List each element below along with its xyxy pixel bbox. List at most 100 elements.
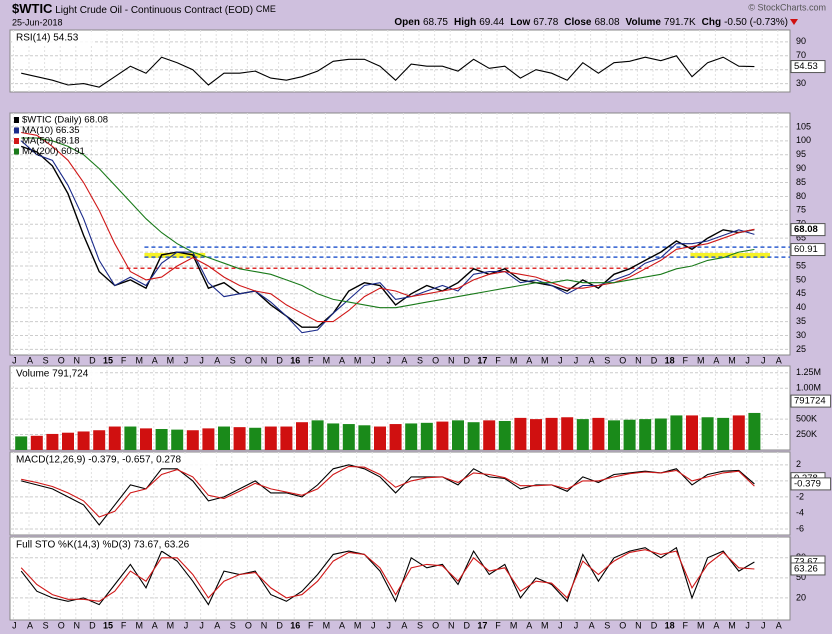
volume-bar: [654, 418, 667, 450]
symbol: $WTIC: [12, 1, 53, 16]
value-tag-label: 54.53: [794, 61, 818, 72]
x-tick-label: A: [713, 355, 719, 365]
x-tick-label: D: [464, 355, 471, 365]
x-tick-label: S: [230, 355, 236, 365]
x-tick-label: J: [184, 355, 189, 365]
series-line: [20, 140, 755, 334]
y-tick-label: 20: [796, 592, 806, 602]
x-tick-label: J: [387, 355, 392, 365]
value-tag-label: 791724: [794, 396, 826, 407]
x-tick-label: O: [58, 620, 65, 630]
volume-bar: [639, 419, 652, 450]
x-tick-label: M: [541, 355, 549, 365]
x-tick-label: 15: [103, 355, 113, 365]
x-tick-label: M: [728, 355, 736, 365]
volume-bar: [452, 420, 464, 450]
x-tick-label: A: [27, 355, 33, 365]
panel-title: RSI(14) 54.53: [16, 33, 79, 44]
volume-bar: [498, 420, 511, 450]
legend-entry: MA(200) 60.91: [22, 146, 85, 157]
x-tick-label: M: [510, 355, 518, 365]
volume-bar: [342, 424, 355, 450]
copyright: © StockCharts.com: [748, 2, 826, 12]
volume-bar: [30, 435, 43, 450]
volume-bar: [545, 417, 558, 450]
x-tick-label: O: [58, 355, 65, 365]
volume-bar: [717, 417, 730, 450]
quote-label: High: [454, 17, 476, 28]
x-tick-label: J: [12, 355, 17, 365]
x-tick-label: J: [199, 620, 204, 630]
value-tag-label: 73.67: [794, 557, 818, 568]
volume-bar: [218, 426, 230, 450]
volume-bar: [186, 430, 199, 450]
x-tick-label: N: [74, 355, 81, 365]
legend-swatch: [14, 138, 19, 144]
x-tick-label: J: [371, 620, 376, 630]
x-tick-label: O: [432, 355, 439, 365]
y-tick-label: 65: [796, 233, 806, 243]
x-tick-label: A: [401, 355, 407, 365]
y-tick-label: -6: [796, 523, 804, 533]
y-tick-label: 500K: [796, 413, 817, 423]
value-tag: [790, 562, 826, 576]
x-tick-label: N: [448, 620, 455, 630]
x-tick-label: N: [635, 620, 642, 630]
x-tick-label: F: [495, 355, 501, 365]
volume-bar: [732, 415, 745, 450]
legend-swatch: [14, 148, 19, 155]
x-tick-label: M: [167, 620, 175, 630]
panel-title: MACD(12,26,9) -0.379, -0.657, 0.278: [16, 455, 182, 466]
x-tick-label: A: [776, 355, 782, 365]
x-tick-label: S: [604, 620, 610, 630]
quote-label: Chg: [702, 17, 721, 28]
x-tick-label: A: [401, 620, 407, 630]
x-tick-label: J: [199, 355, 204, 365]
volume-bar: [93, 430, 106, 450]
quote-value: 68.08: [595, 17, 620, 28]
volume-bar: [561, 417, 574, 450]
x-tick-label: A: [339, 355, 345, 365]
volume-bar: [327, 423, 340, 450]
x-tick-label: M: [510, 620, 518, 630]
volume-bar: [155, 429, 168, 450]
volume-bar: [124, 426, 137, 450]
y-tick-label: 30: [796, 78, 806, 88]
volume-bar: [77, 431, 90, 450]
y-tick-label: 1.25M: [796, 367, 821, 377]
panel: [9, 29, 791, 93]
x-tick-label: N: [635, 355, 642, 365]
x-tick-label: M: [323, 620, 331, 630]
quote-value: 69.44: [479, 17, 504, 28]
series-line: [21, 55, 755, 88]
x-tick-label: A: [214, 620, 220, 630]
y-tick-label: 50: [796, 572, 806, 582]
value-tag-label: 60.91: [794, 244, 818, 255]
x-tick-label: D: [276, 355, 283, 365]
x-tick-label: M: [135, 620, 143, 630]
x-tick-label: O: [245, 355, 252, 365]
x-tick-label: S: [417, 355, 423, 365]
x-tick-label: 15: [103, 620, 113, 630]
x-tick-label: A: [776, 620, 782, 630]
x-tick-label: S: [43, 620, 49, 630]
series-line: [20, 546, 755, 606]
volume-bar: [46, 433, 59, 450]
x-tick-label: J: [387, 620, 392, 630]
y-tick-label: 40: [796, 302, 806, 312]
y-tick-label: 70: [796, 50, 806, 60]
y-tick-label: 55: [796, 260, 806, 270]
x-tick-label: M: [354, 355, 362, 365]
x-tick-label: O: [432, 620, 439, 630]
x-tick-label: A: [339, 620, 345, 630]
x-tick-label: M: [541, 620, 549, 630]
x-tick-label: J: [574, 355, 579, 365]
x-tick-label: J: [558, 620, 563, 630]
instrument-name: Light Crude Oil - Continuous Contract (E…: [55, 5, 253, 16]
volume-bar: [15, 436, 28, 450]
volume-bar: [264, 426, 277, 450]
x-tick-label: 16: [290, 620, 300, 630]
x-tick-label: A: [526, 355, 532, 365]
value-tag: [790, 223, 826, 237]
x-tick-label: J: [761, 355, 766, 365]
